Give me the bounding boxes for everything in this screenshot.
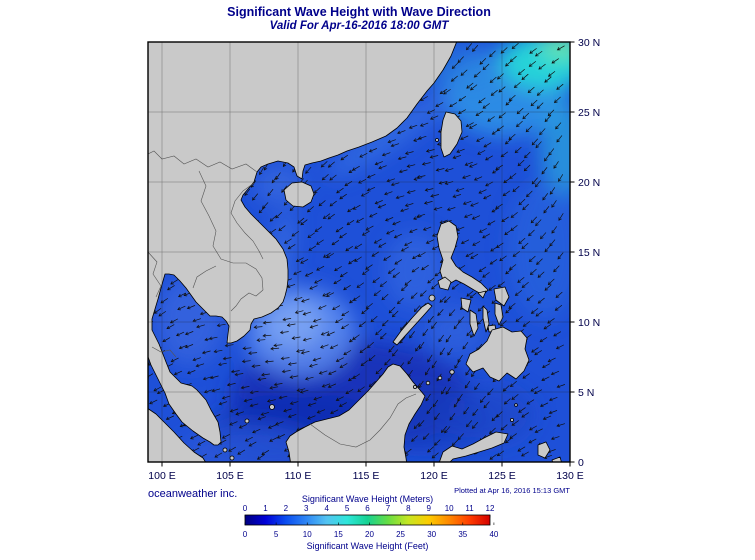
land-hainan [283,181,315,208]
page-title: Significant Wave Height with Wave Direct… [227,5,491,19]
y-tick-label: 0 [578,457,584,469]
land-masses [148,42,562,462]
x-tick-label: 125 E [488,470,515,482]
meters-tick-label: 7 [386,504,391,513]
x-tick-label: 110 E [285,470,312,482]
y-tick-label: 5 N [578,387,594,399]
plotted-at: Plotted at Apr 16, 2016 15:13 GMT [454,486,570,495]
y-tick-label: 10 N [578,317,600,329]
colorbar-title-meters: Significant Wave Height (Meters) [302,494,433,504]
meters-tick-label: 4 [324,504,329,513]
x-tick-label: 115 E [353,470,380,482]
feet-tick-label: 10 [303,530,312,539]
feet-tick-label: 30 [427,530,436,539]
page-subtitle: Valid For Apr-16-2016 18:00 GMT [270,20,450,32]
land-visayas [460,286,510,337]
feet-tick-label: 0 [243,530,248,539]
grid-lines [148,42,570,462]
land-taiwan [440,111,463,158]
meters-tick-label: 5 [345,504,350,513]
feet-tick-label: 25 [396,530,405,539]
meters-tick-label: 6 [365,504,370,513]
meters-tick-label: 1 [263,504,268,513]
feet-tick-label: 15 [334,530,343,539]
feet-tick-label: 5 [274,530,279,539]
x-tick-label: 100 E [148,470,175,482]
colorbar-feet-ticks: 0 5 10 15 20 25 30 35 40 [243,522,499,539]
meters-tick-label: 3 [304,504,309,513]
y-axis: 30 N 25 N 20 N 15 N 10 N 5 N 0 [570,37,600,469]
country-borders [148,150,417,448]
land-small-islands [222,138,562,462]
y-tick-label: 30 N [578,37,600,49]
colorbar-title-feet: Significant Wave Height (Feet) [307,541,429,551]
y-tick-label: 20 N [578,177,600,189]
land-palawan [392,302,433,346]
land-sumatra [148,408,206,462]
feet-tick-label: 40 [489,530,498,539]
map: 100 E 105 E 110 E 115 E 120 E 125 E 130 E 30 N… [147,37,600,482]
colorbar-gradient [244,514,491,526]
meters-tick-label: 0 [243,504,248,513]
x-axis: 100 E 105 E 110 E 115 E 120 E 125 E 130 E [148,462,584,482]
land-mindoro [437,276,452,291]
y-tick-label: 15 N [578,247,600,259]
meters-tick-label: 12 [486,504,495,513]
feet-tick-label: 20 [365,530,374,539]
meters-tick-label: 10 [445,504,454,513]
land-borneo [285,363,426,462]
land-mindanao [465,326,530,382]
meters-tick-label: 8 [406,504,411,513]
land-mainland-asia [148,42,458,446]
colorbar-meters-ticks: 0 1 2 3 4 5 6 7 8 9 10 11 12 [243,504,495,518]
meters-tick-label: 11 [465,504,474,513]
x-tick-label: 105 E [216,470,243,482]
meters-tick-label: 9 [427,504,432,513]
x-tick-label: 130 E [556,470,583,482]
x-tick-label: 120 E [420,470,447,482]
feet-tick-label: 35 [458,530,467,539]
land-sulawesi [439,431,509,462]
credit: oceanweather inc. [148,488,237,500]
y-tick-label: 25 N [578,107,600,119]
meters-tick-label: 2 [284,504,289,513]
